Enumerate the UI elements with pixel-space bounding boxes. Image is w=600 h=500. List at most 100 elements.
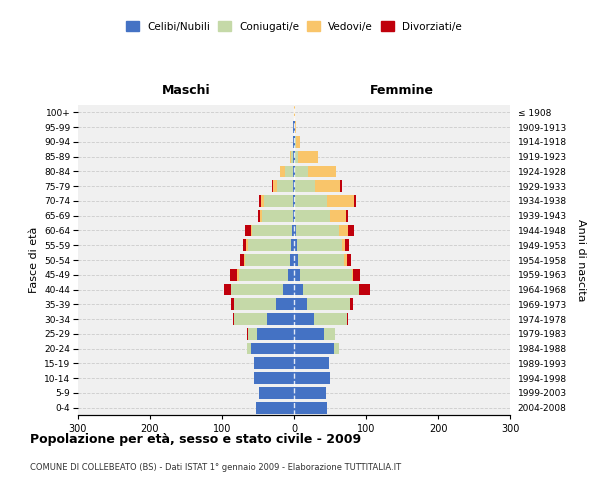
- Bar: [251, 342, 294, 354]
- Bar: [296, 136, 301, 148]
- Bar: [257, 328, 294, 340]
- Bar: [239, 269, 287, 280]
- Bar: [266, 313, 294, 325]
- Bar: [273, 180, 277, 192]
- Bar: [346, 210, 348, 222]
- Bar: [245, 224, 251, 236]
- Bar: [314, 313, 347, 325]
- Bar: [341, 240, 345, 251]
- Bar: [259, 195, 261, 207]
- Legend: Celibi/Nubili, Coniugati/e, Vedovi/e, Divorziati/e: Celibi/Nubili, Coniugati/e, Vedovi/e, Di…: [122, 17, 466, 36]
- Bar: [224, 284, 232, 296]
- Bar: [237, 269, 239, 280]
- Bar: [308, 166, 337, 177]
- Bar: [294, 121, 295, 133]
- Bar: [292, 224, 294, 236]
- Bar: [352, 269, 353, 280]
- Y-axis label: Fasce di età: Fasce di età: [29, 227, 38, 293]
- Bar: [340, 180, 341, 192]
- Bar: [265, 195, 293, 207]
- Bar: [294, 254, 298, 266]
- Bar: [294, 342, 334, 354]
- Bar: [302, 284, 359, 296]
- Bar: [293, 166, 294, 177]
- Bar: [234, 298, 276, 310]
- Bar: [345, 240, 349, 251]
- Bar: [244, 254, 245, 266]
- Bar: [277, 180, 293, 192]
- Bar: [256, 402, 294, 413]
- Bar: [293, 210, 294, 222]
- Bar: [294, 298, 307, 310]
- Bar: [294, 210, 295, 222]
- Bar: [324, 328, 335, 340]
- Bar: [283, 284, 294, 296]
- Bar: [252, 224, 292, 236]
- Bar: [261, 195, 265, 207]
- Bar: [344, 254, 347, 266]
- Bar: [355, 195, 356, 207]
- Bar: [359, 284, 370, 296]
- Bar: [251, 224, 252, 236]
- Bar: [254, 372, 294, 384]
- Bar: [293, 180, 294, 192]
- Bar: [293, 151, 294, 162]
- Bar: [294, 328, 324, 340]
- Bar: [233, 313, 234, 325]
- Y-axis label: Anni di nascita: Anni di nascita: [577, 219, 586, 301]
- Bar: [243, 240, 247, 251]
- Bar: [340, 224, 348, 236]
- Bar: [295, 166, 308, 177]
- Text: Maschi: Maschi: [161, 84, 211, 98]
- Bar: [295, 121, 296, 133]
- Bar: [294, 166, 295, 177]
- Text: Popolazione per età, sesso e stato civile - 2009: Popolazione per età, sesso e stato civil…: [30, 432, 361, 446]
- Bar: [294, 180, 295, 192]
- Bar: [330, 210, 346, 222]
- Bar: [294, 284, 302, 296]
- Bar: [295, 136, 296, 148]
- Bar: [230, 269, 237, 280]
- Bar: [294, 387, 326, 399]
- Bar: [327, 195, 355, 207]
- Bar: [294, 269, 300, 280]
- Bar: [260, 210, 262, 222]
- Bar: [295, 180, 315, 192]
- Bar: [294, 106, 295, 118]
- Bar: [295, 210, 330, 222]
- Bar: [259, 387, 294, 399]
- Bar: [294, 195, 295, 207]
- Bar: [294, 224, 296, 236]
- Bar: [290, 151, 291, 162]
- Bar: [295, 151, 298, 162]
- Bar: [350, 298, 353, 310]
- Bar: [234, 313, 266, 325]
- Bar: [296, 224, 340, 236]
- Bar: [248, 240, 291, 251]
- Bar: [247, 328, 248, 340]
- Bar: [258, 210, 260, 222]
- Bar: [294, 240, 297, 251]
- Bar: [293, 136, 294, 148]
- Bar: [295, 195, 327, 207]
- Bar: [240, 254, 244, 266]
- Bar: [294, 313, 314, 325]
- Bar: [348, 224, 354, 236]
- Bar: [276, 298, 294, 310]
- Bar: [294, 372, 330, 384]
- Bar: [290, 254, 294, 266]
- Bar: [247, 240, 248, 251]
- Bar: [334, 342, 340, 354]
- Bar: [353, 269, 360, 280]
- Bar: [347, 254, 351, 266]
- Bar: [315, 180, 340, 192]
- Bar: [291, 151, 293, 162]
- Bar: [254, 358, 294, 369]
- Bar: [245, 254, 290, 266]
- Bar: [284, 166, 293, 177]
- Bar: [294, 358, 329, 369]
- Bar: [294, 151, 295, 162]
- Bar: [297, 240, 341, 251]
- Bar: [280, 166, 284, 177]
- Bar: [262, 210, 293, 222]
